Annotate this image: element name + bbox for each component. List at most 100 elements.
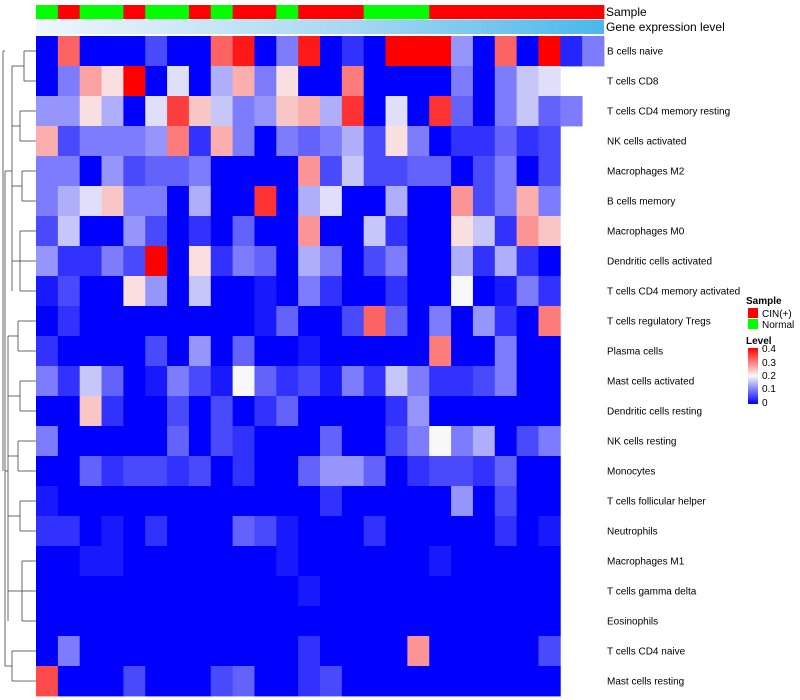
heatmap-cell <box>538 336 561 367</box>
heatmap-cell <box>232 186 255 217</box>
heatmap-cell <box>123 516 146 547</box>
heatmap-cell <box>79 276 102 307</box>
heatmap-cell <box>123 126 146 157</box>
heatmap-cell <box>123 636 146 667</box>
heatmap-cell <box>57 456 81 487</box>
heatmap-cell <box>123 456 146 487</box>
heatmap-cell <box>57 276 81 307</box>
heatmap-cell <box>494 186 518 217</box>
heatmap-cell <box>341 96 365 127</box>
heatmap-cell <box>123 666 146 697</box>
sample-annotation-cell <box>451 5 474 19</box>
heatmap-cell <box>167 546 190 577</box>
heatmap-cell <box>363 276 386 307</box>
heatmap-cell <box>516 516 539 547</box>
row-label: Dendritic cells resting <box>607 407 702 418</box>
level-legend-tick: 0.3 <box>762 358 776 369</box>
heatmap-cell <box>363 126 386 157</box>
heatmap-cell <box>167 336 190 367</box>
heatmap-cell <box>320 336 343 367</box>
heatmap-cell <box>57 66 81 97</box>
heatmap-cell <box>79 636 102 667</box>
level-legend-tick: 0.2 <box>762 371 776 382</box>
heatmap-cell <box>407 456 430 487</box>
heatmap-cell <box>363 456 386 487</box>
heatmap-cell <box>516 636 539 667</box>
heatmap-cell <box>320 186 343 217</box>
heatmap-cell <box>385 666 408 697</box>
heatmap-cell <box>451 96 474 127</box>
heatmap-cell <box>276 186 299 217</box>
heatmap-cell <box>79 186 102 217</box>
heatmap-cell <box>101 396 124 427</box>
heatmap-cell <box>276 306 299 337</box>
heatmap-cell <box>538 426 561 457</box>
heatmap-cell <box>516 606 539 637</box>
row-label: T cells gamma delta <box>607 587 697 598</box>
heatmap-cell <box>57 426 81 457</box>
heatmap-cell <box>298 336 321 367</box>
heatmap-cell <box>101 366 124 397</box>
heatmap-cell <box>36 636 59 667</box>
level-legend-colorbar <box>748 348 758 404</box>
heatmap-cell <box>276 426 299 457</box>
heatmap-cell <box>385 336 408 367</box>
heatmap-cell <box>538 276 561 307</box>
heatmap-cell <box>101 186 124 217</box>
heatmap-cell <box>188 276 212 307</box>
heatmap-cell <box>232 456 255 487</box>
heatmap-cell <box>429 306 452 337</box>
sample-annotation-cell <box>407 5 430 19</box>
heatmap-cell <box>210 576 234 607</box>
heatmap-cell <box>254 156 277 187</box>
heatmap-cell <box>57 576 81 607</box>
heatmap-cell <box>57 36 81 67</box>
sample-legend-title: Sample <box>746 296 782 307</box>
heatmap-cell <box>320 96 343 127</box>
heatmap-cell <box>210 306 234 337</box>
heatmap-cell <box>276 126 299 157</box>
heatmap-cell <box>232 96 255 127</box>
heatmap-cell <box>385 96 408 127</box>
heatmap-cell <box>123 396 146 427</box>
heatmap-cell <box>494 276 518 307</box>
heatmap-cell <box>254 516 277 547</box>
heatmap-cell <box>363 576 386 607</box>
heatmap-cell <box>188 546 212 577</box>
heatmap-cell <box>298 246 321 277</box>
heatmap-cell <box>188 666 212 697</box>
heatmap-cell <box>516 246 539 277</box>
heatmap-cell <box>167 486 190 517</box>
heatmap-cell <box>79 456 102 487</box>
heatmap-cell <box>36 276 59 307</box>
heatmap-cell <box>36 126 59 157</box>
level-legend: Level 0.4 0.3 0.2 0.1 0 <box>746 336 776 409</box>
heatmap-cell <box>57 366 81 397</box>
heatmap-cell <box>472 216 496 247</box>
heatmap-cell <box>494 486 518 517</box>
heatmap-cell <box>188 306 212 337</box>
heatmap-cell <box>79 426 102 457</box>
heatmap-cell <box>276 606 299 637</box>
heatmap-cell <box>167 156 190 187</box>
heatmap-cell <box>36 396 59 427</box>
heatmap-cell <box>407 336 430 367</box>
heatmap-cell <box>538 576 561 607</box>
heatmap-cell <box>494 216 518 247</box>
heatmap-cell <box>516 96 539 127</box>
heatmap-cell <box>472 276 496 307</box>
heatmap-cell <box>254 276 277 307</box>
heatmap-cell <box>36 666 59 697</box>
heatmap-cell <box>232 36 255 67</box>
heatmap-cell <box>451 306 474 337</box>
heatmap-cell <box>232 576 255 607</box>
heatmap-cell <box>57 666 81 697</box>
sample-annotation-cell <box>167 5 190 19</box>
heatmap-cell <box>407 96 430 127</box>
heatmap-cell <box>145 246 168 277</box>
heatmap-cell <box>385 126 408 157</box>
heatmap-cell <box>57 396 81 427</box>
heatmap-cell <box>516 426 539 457</box>
heatmap-cell <box>232 366 255 397</box>
heatmap-cell <box>363 606 386 637</box>
